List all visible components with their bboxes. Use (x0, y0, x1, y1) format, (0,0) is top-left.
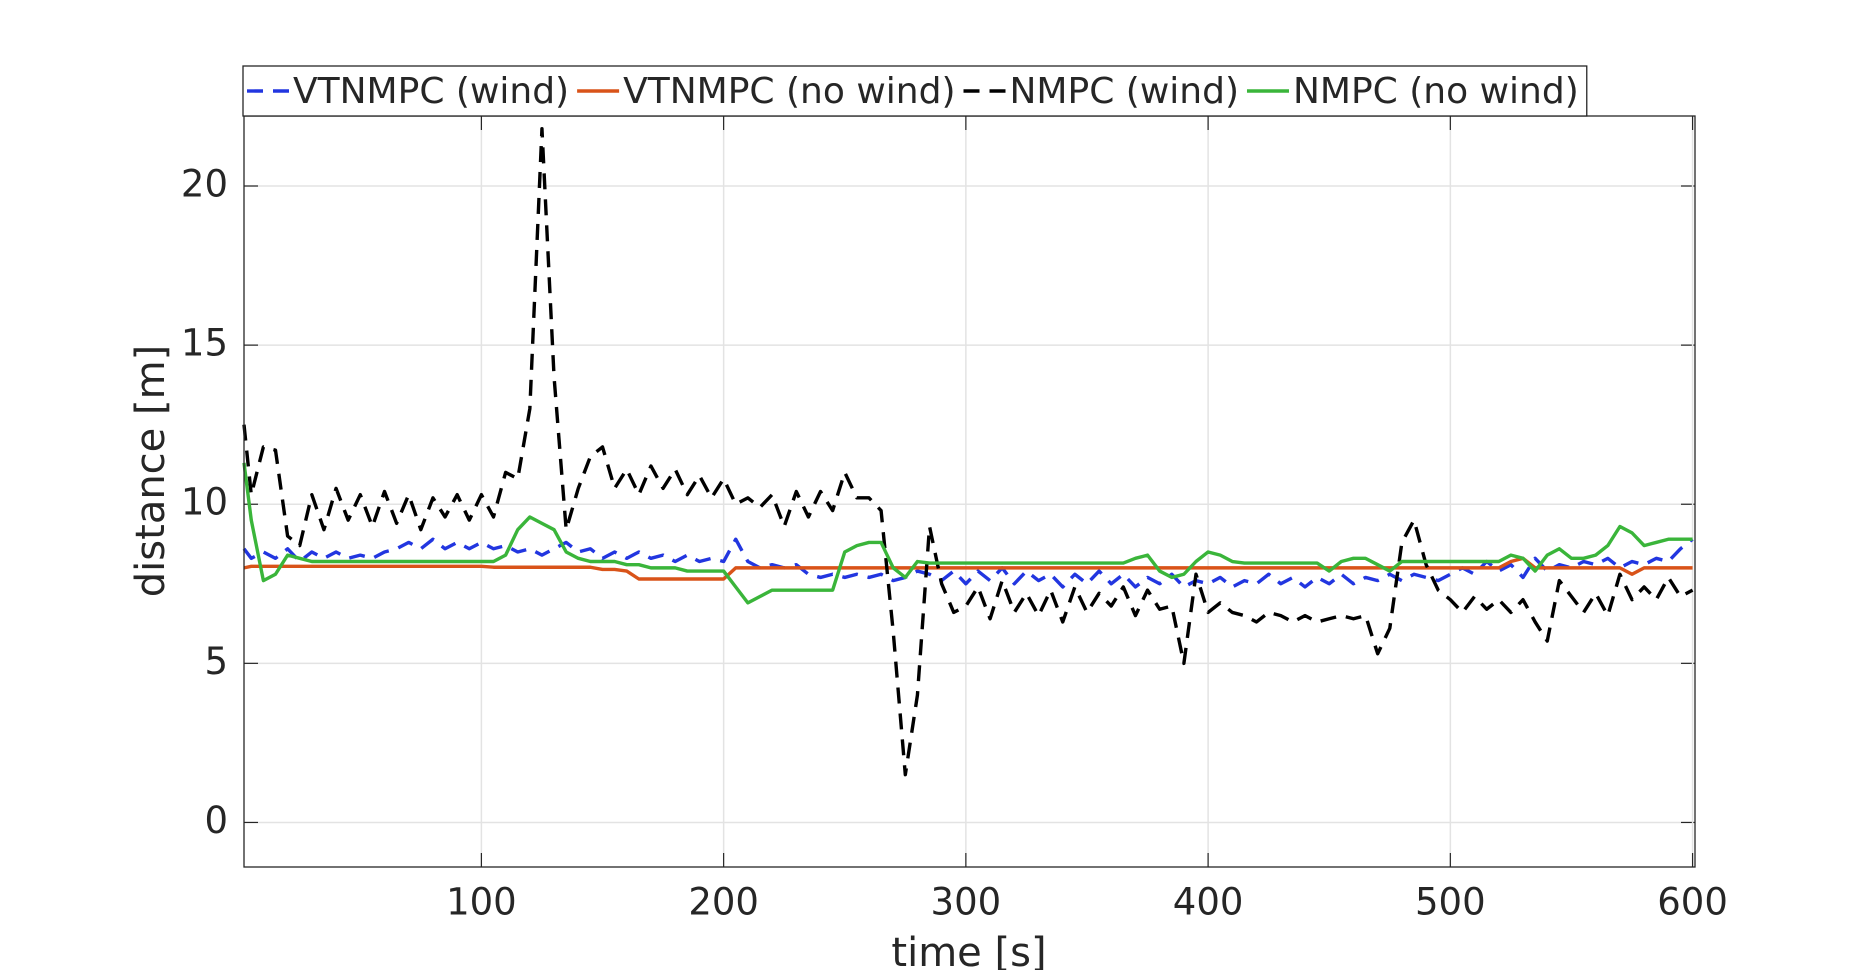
x-tick-label: 300 (931, 881, 1002, 924)
y-tick-label: 15 (181, 322, 228, 365)
data-line (242, 462, 1693, 605)
legend-label: NMPC (no wind) (1293, 71, 1579, 112)
data-line (242, 537, 1694, 589)
legend-label: NMPC (wind) (1010, 71, 1239, 112)
y-tick-label: 10 (181, 481, 228, 524)
y-tick-label: 0 (204, 799, 228, 842)
legend-label: VTNMPC (no wind) (623, 71, 955, 112)
y-tick-label: 20 (181, 163, 228, 206)
x-tick-label: 600 (1657, 881, 1728, 924)
x-tick-label: 500 (1415, 881, 1486, 924)
y-tick-label: 5 (204, 640, 228, 683)
x-tick-label: 400 (1173, 881, 1244, 924)
x-tick-label: 200 (688, 881, 759, 924)
legend-box (242, 65, 1588, 117)
data-line (242, 127, 1694, 777)
x-tick-label: 100 (446, 881, 517, 924)
legend-label: VTNMPC (wind) (293, 71, 569, 112)
data-line (243, 556, 1693, 581)
x-axis-label: time [s] (891, 930, 1046, 970)
y-axis-label: distance [m] (128, 345, 174, 597)
